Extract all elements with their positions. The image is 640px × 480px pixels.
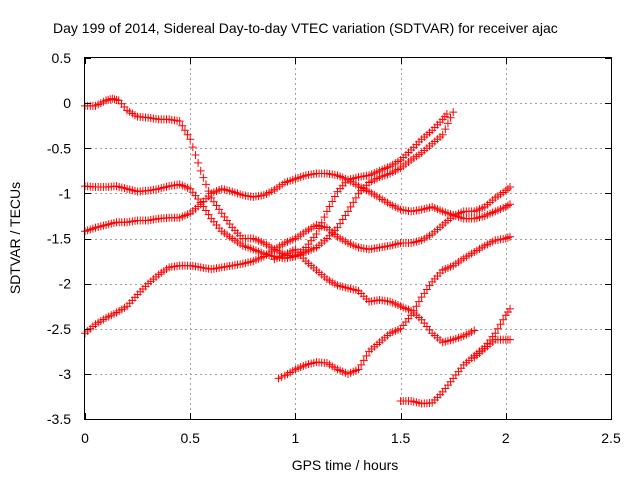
data-point [188, 143, 197, 152]
data-point [409, 306, 418, 315]
data-point [108, 94, 117, 103]
data-point [442, 109, 451, 118]
data-point [191, 151, 200, 160]
x-tick-label: 0 [81, 430, 89, 446]
data-point [349, 198, 358, 207]
data-point [501, 234, 510, 243]
data-point [183, 130, 192, 139]
data-point [506, 304, 515, 313]
chart-title: Day 199 of 2014, Sidereal Day-to-day VTE… [53, 20, 558, 36]
data-point [499, 315, 508, 324]
data-point [325, 202, 334, 211]
data-point [320, 213, 329, 222]
data-point [506, 335, 515, 344]
series-8 [470, 335, 515, 362]
data-point [506, 232, 515, 241]
data-point [446, 113, 455, 122]
x-axis-label: GPS time / hours [292, 457, 399, 473]
data-point [501, 186, 510, 195]
data-markers [81, 94, 515, 408]
data-point [186, 135, 195, 144]
x-tick-label: 1.5 [391, 430, 411, 446]
data-point [357, 360, 366, 369]
data-point [204, 210, 213, 219]
data-point [449, 108, 458, 117]
data-point [112, 95, 121, 104]
grid-layer [85, 58, 611, 419]
series-4 [81, 183, 515, 338]
series-5 [270, 245, 479, 347]
data-point [503, 233, 512, 242]
tick-labels: 0 0.5 1 1.5 2 2.5 0.5 0 -0.5 -1 -1.5 -2 -2.5 -3 -3.5 [47, 50, 621, 446]
data-point [362, 351, 371, 360]
data-point [438, 130, 447, 139]
y-tick-label: -1.5 [47, 231, 71, 247]
y-tick-label: -1 [59, 185, 72, 201]
data-point [441, 125, 450, 134]
y-tick-label: -3.5 [47, 411, 71, 427]
data-point [496, 320, 505, 329]
data-point [359, 356, 368, 365]
data-point [503, 201, 512, 210]
data-point [407, 311, 416, 320]
data-point [180, 126, 189, 135]
data-point [201, 206, 210, 215]
data-point [344, 207, 352, 216]
data-point [501, 202, 510, 211]
x-tick-label: 1 [292, 430, 300, 446]
data-point [503, 184, 512, 193]
data-point [443, 119, 452, 128]
series-6 [274, 232, 515, 383]
axis-ticks [85, 58, 612, 420]
data-point [322, 207, 331, 216]
y-tick-label: 0 [63, 95, 71, 111]
data-point [110, 95, 119, 104]
data-point [506, 200, 515, 209]
series-1 [81, 94, 451, 261]
data-point [351, 193, 360, 202]
data-point [102, 96, 111, 105]
data-point [178, 121, 187, 130]
data-point [354, 365, 363, 374]
data-point [412, 302, 421, 311]
series-3 [81, 169, 515, 236]
data-point [312, 229, 321, 238]
data-point [470, 326, 479, 335]
data-point [333, 223, 342, 232]
data-point [336, 219, 345, 228]
series-7 [396, 304, 515, 408]
data-point [330, 192, 339, 201]
data-point [346, 202, 355, 211]
data-point [493, 324, 502, 333]
data-point [341, 211, 350, 220]
data-point [199, 173, 208, 182]
data-point [338, 215, 347, 224]
y-tick-label: 0.5 [52, 50, 72, 66]
y-tick-label: -3 [59, 366, 72, 382]
data-point [194, 158, 203, 167]
data-point [415, 297, 424, 306]
data-point [328, 197, 337, 206]
y-tick-label: -2 [59, 276, 72, 292]
x-tick-label: 2.5 [601, 430, 621, 446]
y-axis-label: SDTVAR / TECUs [7, 182, 23, 294]
data-point [196, 166, 205, 175]
x-tick-label: 2 [502, 430, 510, 446]
data-point [506, 183, 515, 192]
y-tick-label: -2.5 [47, 321, 71, 337]
y-tick-label: -0.5 [47, 140, 71, 156]
data-point [175, 117, 184, 126]
data-point [201, 180, 210, 189]
plot-frame [84, 57, 612, 420]
data-point [104, 95, 113, 104]
x-tick-label: 0.5 [180, 430, 200, 446]
